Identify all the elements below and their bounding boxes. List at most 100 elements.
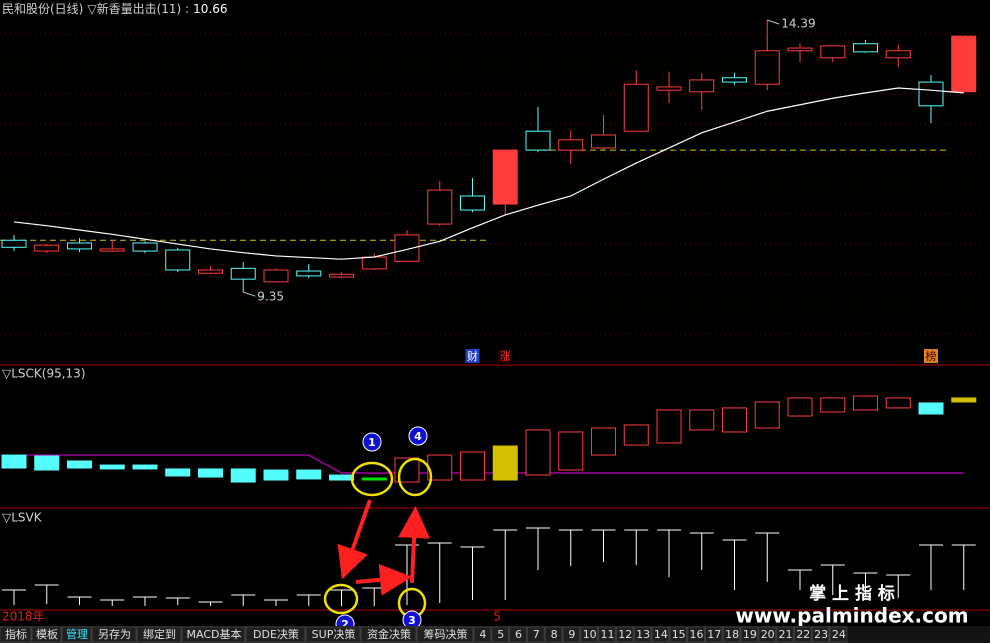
candle-body [885,397,911,409]
tab[interactable] [598,626,616,643]
candle-body [885,50,911,59]
tab-label[interactable]: 17 [707,628,721,641]
tab-label[interactable]: 24 [832,628,846,641]
candle-body [754,50,780,85]
tab[interactable] [704,626,723,643]
candle-body [198,269,223,274]
tab-label[interactable]: 模板 [36,627,58,641]
tab-label[interactable]: 11 [601,628,615,641]
x-tick-label: 5 [493,610,501,624]
candle-body [329,474,354,481]
tab[interactable] [740,626,759,643]
tab-label[interactable]: 23 [814,628,828,641]
candle-body [165,249,191,271]
tab-label[interactable]: 9 [568,628,575,641]
candle-body [623,424,649,446]
tab[interactable] [0,626,32,643]
panel-title: ▽LSVK [2,511,43,525]
candle-body [918,81,944,107]
tab-label[interactable]: 19 [743,628,757,641]
tab-label[interactable]: 另存为 [98,627,131,641]
tab[interactable] [31,626,62,643]
tab[interactable] [669,626,688,643]
tab[interactable] [509,626,527,643]
candle-body [34,244,60,252]
tab-label[interactable]: DDE决策 [253,627,299,641]
tab[interactable] [687,626,705,643]
tab-label[interactable]: 16 [690,628,704,641]
tab[interactable] [473,626,492,643]
tab-label[interactable]: 绑定到 [143,627,176,641]
tab-label[interactable]: 18 [725,628,739,641]
tab[interactable] [416,626,474,643]
header: 民和股份(日线) ▽新香量出击(11) : 10.66 [2,1,227,16]
tab-label[interactable]: 6 [515,628,522,641]
candle-body [263,469,289,481]
tab[interactable] [61,626,92,643]
candle-body [230,267,256,280]
tab[interactable] [181,626,246,643]
candle-body [132,464,158,470]
candle-body [722,77,747,83]
tab-label[interactable]: 管理 [66,627,88,641]
tab-label[interactable]: 21 [779,628,793,641]
candle-body [853,395,878,411]
candle-body [460,195,485,211]
tab-label[interactable]: 10 [583,628,597,641]
tab-label[interactable]: 指标 [5,627,27,641]
tab[interactable] [544,626,563,643]
tab-label[interactable]: 14 [654,628,668,641]
candle-body [427,189,453,225]
tab[interactable] [758,626,777,643]
annotation-badge [362,432,382,452]
tab-label[interactable]: 7 [533,628,540,641]
tab[interactable] [491,626,510,643]
tab[interactable] [829,626,848,643]
tab[interactable] [580,626,599,643]
tab-label[interactable]: 8 [551,628,558,641]
tab-label[interactable]: 资金决策 [367,627,411,641]
tab[interactable] [722,626,741,643]
tab[interactable] [360,626,417,643]
watermark-title: 掌 上 指 标 [809,583,895,604]
tab-label[interactable]: 5 [497,628,504,641]
tab[interactable] [776,626,794,643]
tab[interactable] [136,626,182,643]
tab[interactable] [91,626,137,643]
tab[interactable] [305,626,361,643]
candle-body [689,79,715,93]
candle-body [99,248,125,252]
candle-body [820,397,846,413]
tab-label[interactable]: SUP决策 [312,627,356,641]
annotation-number: 4 [414,430,422,443]
tab[interactable] [245,626,306,643]
candle-body [230,468,256,483]
candle-body [558,431,584,471]
tab[interactable] [526,626,545,643]
tab-label[interactable]: 20 [761,628,775,641]
moving-average [13,87,964,260]
tab-label[interactable]: MACD基本 [187,627,242,641]
tab[interactable] [651,626,670,643]
tab[interactable] [633,626,652,643]
tab-label[interactable]: 12 [618,628,632,641]
tab-label[interactable]: 筹码决策 [424,627,468,641]
candle-body [787,397,813,417]
tab-label[interactable]: 15 [672,628,686,641]
tab[interactable] [562,626,581,643]
tab-label[interactable]: 4 [479,628,486,641]
tab-label[interactable]: 13 [636,628,650,641]
arrow [337,499,372,580]
candle-body [394,234,420,262]
candle-body [1,454,27,469]
tab[interactable] [793,626,812,643]
tab[interactable] [615,626,634,643]
tab-bar: 指标 模板 管理 另存为 绑定到 MACD基本 DDE决策 SUP决策 资金决策 筹码决策 4 5 6 7… [0,626,848,643]
candle-body [591,134,616,149]
tab-label[interactable]: 22 [796,628,810,641]
annotation-number: 1 [368,436,376,449]
marker-badge [924,349,938,363]
tab[interactable] [811,626,830,643]
